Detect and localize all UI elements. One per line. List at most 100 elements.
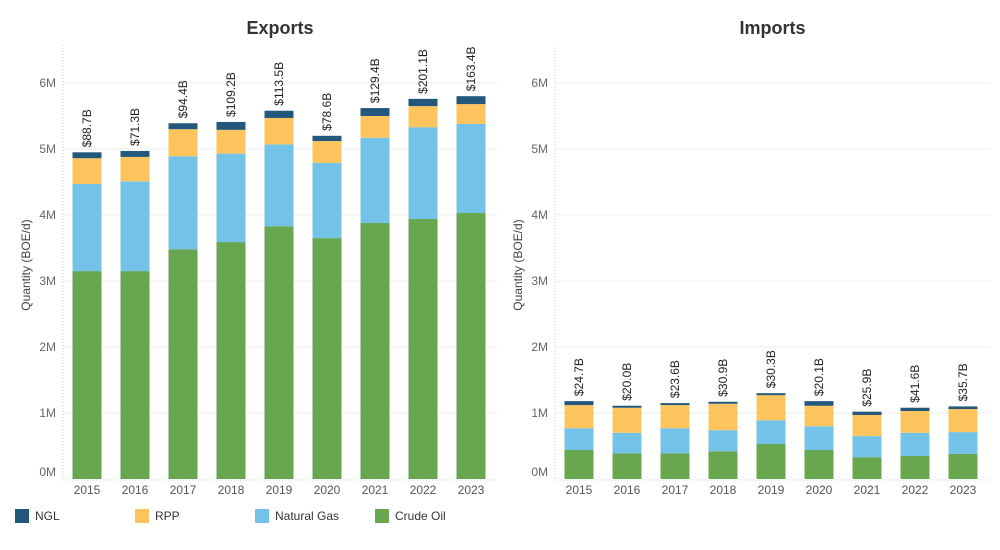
- data-label: $30.9B: [716, 359, 730, 397]
- x-tick-label: 2016: [122, 483, 149, 497]
- x-tick-label: 2015: [74, 483, 101, 497]
- bar-crude-oil: [120, 271, 150, 479]
- chart-title: Imports: [739, 18, 805, 38]
- bar-rpp: [120, 156, 150, 182]
- bar-natural-gas: [168, 156, 198, 250]
- bar-natural-gas: [564, 428, 594, 450]
- bar-crude-oil: [804, 449, 834, 479]
- y-tick-label: 2M: [39, 340, 56, 354]
- x-tick-label: 2019: [266, 483, 293, 497]
- legend-item-natural-gas[interactable]: Natural Gas: [255, 509, 339, 523]
- bar-ngl: [216, 121, 246, 130]
- x-tick-label: 2017: [170, 483, 197, 497]
- bar-natural-gas: [72, 183, 102, 272]
- bar-crude-oil: [900, 455, 930, 479]
- bar-rpp: [360, 116, 390, 138]
- bar-natural-gas: [456, 123, 486, 214]
- y-tick-label: 4M: [39, 208, 56, 222]
- bar-crude-oil: [264, 226, 294, 479]
- bar-rpp: [756, 395, 786, 421]
- bar-crude-oil: [72, 271, 102, 479]
- data-label: $94.4B: [176, 80, 190, 118]
- bar-crude-oil: [564, 449, 594, 479]
- bar-rpp: [948, 409, 978, 433]
- bar-crude-oil: [612, 453, 642, 479]
- data-label: $88.7B: [80, 109, 94, 147]
- data-label: $71.3B: [128, 108, 142, 146]
- bar-rpp: [264, 117, 294, 145]
- bar-ngl: [612, 405, 642, 408]
- bar-crude-oil: [408, 218, 438, 479]
- bar-rpp: [852, 414, 882, 437]
- data-label: $25.9B: [860, 369, 874, 407]
- legend-swatch: [135, 509, 149, 523]
- bar-crude-oil: [456, 213, 486, 479]
- bar-crude-oil: [660, 453, 690, 479]
- x-tick-label: 2016: [614, 483, 641, 497]
- data-label: $35.7B: [956, 363, 970, 401]
- legend-item-rpp[interactable]: RPP: [135, 509, 180, 523]
- y-axis-title: Quantity (BOE/d): [19, 219, 33, 310]
- legend-label: RPP: [155, 509, 180, 523]
- data-label: $24.7B: [572, 358, 586, 396]
- bar-natural-gas: [948, 432, 978, 454]
- legend-item-ngl[interactable]: NGL: [15, 509, 60, 523]
- bar-ngl: [264, 110, 294, 118]
- bar-crude-oil: [852, 457, 882, 479]
- data-label: $23.6B: [668, 360, 682, 398]
- bar-ngl: [660, 403, 690, 406]
- bar-rpp: [804, 405, 834, 427]
- bar-crude-oil: [216, 242, 246, 479]
- x-tick-label: 2023: [458, 483, 485, 497]
- bar-rpp: [612, 407, 642, 433]
- bar-rpp: [168, 129, 198, 157]
- legend-swatch: [255, 509, 269, 523]
- x-tick-label: 2020: [806, 483, 833, 497]
- bar-crude-oil: [168, 249, 198, 479]
- bar-ngl: [852, 411, 882, 415]
- x-tick-label: 2019: [758, 483, 785, 497]
- bar-ngl: [708, 401, 738, 404]
- bar-ngl: [312, 135, 342, 142]
- x-tick-label: 2022: [902, 483, 929, 497]
- bar-ngl: [948, 406, 978, 410]
- y-tick-label: 0M: [531, 465, 548, 479]
- data-label: $129.4B: [368, 58, 382, 103]
- bar-crude-oil: [360, 222, 390, 480]
- bar-ngl: [360, 108, 390, 116]
- bar-ngl: [408, 98, 438, 107]
- bar-rpp: [216, 129, 246, 154]
- bar-natural-gas: [900, 432, 930, 456]
- bar-rpp: [312, 141, 342, 163]
- bar-rpp: [456, 104, 486, 124]
- bar-rpp: [72, 158, 102, 184]
- legend: NGL RPP Natural Gas Crude Oil: [0, 509, 1000, 529]
- x-tick-label: 2015: [566, 483, 593, 497]
- bar-rpp: [900, 411, 930, 433]
- data-label: $109.2B: [224, 72, 238, 117]
- bar-ngl: [456, 96, 486, 105]
- data-label: $78.6B: [320, 93, 334, 131]
- data-label: $20.1B: [812, 358, 826, 396]
- bar-rpp: [660, 405, 690, 429]
- bar-ngl: [804, 401, 834, 406]
- bar-natural-gas: [216, 153, 246, 243]
- bar-ngl: [756, 393, 786, 396]
- y-tick-label: 1M: [531, 406, 548, 420]
- bar-natural-gas: [264, 144, 294, 227]
- bar-natural-gas: [612, 432, 642, 454]
- x-tick-label: 2018: [710, 483, 737, 497]
- y-tick-label: 5M: [39, 142, 56, 156]
- bar-crude-oil: [708, 451, 738, 479]
- y-tick-label: 2M: [531, 340, 548, 354]
- bar-ngl: [564, 401, 594, 406]
- x-tick-label: 2023: [950, 483, 977, 497]
- data-label: $201.1B: [416, 49, 430, 94]
- chart-title: Exports: [246, 18, 313, 38]
- legend-swatch: [15, 509, 29, 523]
- y-tick-label: 6M: [39, 76, 56, 90]
- legend-item-crude-oil[interactable]: Crude Oil: [375, 509, 446, 523]
- legend-label: NGL: [35, 509, 60, 523]
